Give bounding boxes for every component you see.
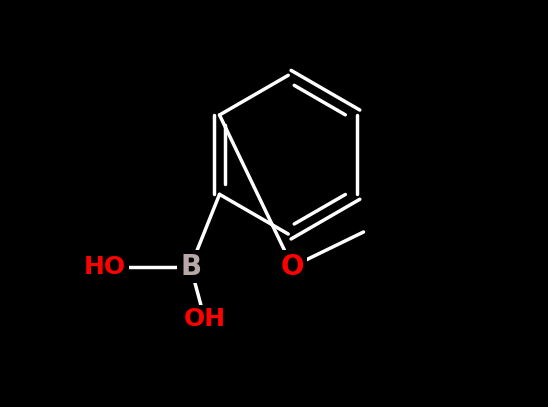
Text: B: B xyxy=(180,253,201,280)
Text: O: O xyxy=(281,253,304,280)
Text: OH: OH xyxy=(184,308,226,331)
Text: HO: HO xyxy=(84,255,126,278)
